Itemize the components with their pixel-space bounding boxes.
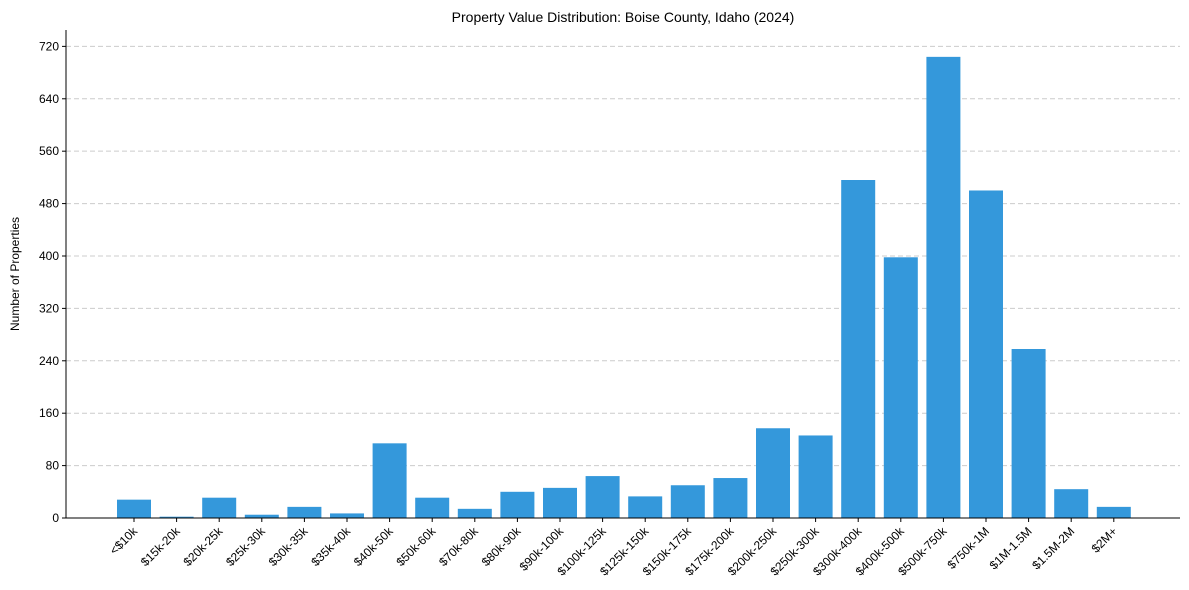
y-tick-label: 720 [39, 39, 59, 53]
bar [117, 499, 151, 518]
x-tick-labels: <$10k$15k-20k$20k-25k$25k-30k$30k-35k$35… [107, 518, 1120, 578]
bar [756, 428, 790, 518]
y-tick-label: 640 [39, 92, 59, 106]
x-tick-label: $750k-1M [944, 524, 992, 572]
bar [244, 514, 279, 518]
x-tick-label: $50k-60k [394, 524, 440, 570]
bar [457, 508, 492, 518]
x-tick-label: $70k-80k [436, 524, 482, 570]
y-tick-label: 160 [39, 406, 59, 420]
x-tick-label: $2M+ [1089, 524, 1120, 555]
y-tick-label: 240 [39, 354, 59, 368]
y-tick-label: 480 [39, 197, 59, 211]
axes [65, 30, 1180, 519]
x-tick-label: $1.5M-2M [1029, 524, 1077, 572]
bar [372, 443, 407, 518]
y-axis-label: Number of Properties [8, 217, 22, 331]
y-tick-label: 320 [39, 301, 59, 315]
bar [1011, 349, 1046, 518]
x-tick-label: $35k-40k [308, 524, 354, 570]
bar [415, 497, 450, 518]
bar [330, 513, 364, 518]
x-tick-label: $20k-25k [181, 524, 227, 570]
chart-title: Property Value Distribution: Boise Count… [452, 9, 795, 25]
y-tick-label: 400 [39, 249, 59, 263]
bar [628, 496, 663, 518]
x-tick-label: <$10k [107, 524, 141, 558]
bar [969, 190, 1003, 518]
x-tick-label: $40k-50k [351, 524, 397, 570]
bar [287, 506, 322, 518]
x-tick-label: $25k-30k [223, 524, 269, 570]
y-tick-labels: 0 80 160 240 320 400 480 560 640 720 [39, 39, 66, 525]
bar [841, 180, 876, 518]
bar [500, 491, 535, 518]
bar [713, 478, 748, 518]
gridlines [66, 45, 1180, 467]
bar [543, 487, 577, 518]
bar [798, 435, 833, 518]
x-tick-label: $30k-35k [266, 524, 312, 570]
bar [202, 497, 237, 518]
bar [926, 56, 961, 518]
y-tick-label: 0 [52, 511, 59, 525]
y-tick-label: 80 [46, 459, 60, 473]
bars [117, 56, 1131, 518]
bar [883, 257, 918, 518]
x-tick-label: $1M-1.5M [987, 524, 1035, 572]
bar [585, 476, 620, 518]
bar [1054, 489, 1089, 518]
x-tick-label: $15k-20k [138, 524, 184, 570]
y-tick-label: 560 [39, 144, 59, 158]
bar [159, 516, 194, 518]
bar [1096, 506, 1131, 518]
bar [670, 485, 705, 518]
